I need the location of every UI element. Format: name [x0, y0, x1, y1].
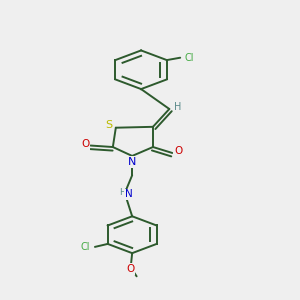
Text: H: H: [119, 188, 126, 197]
Text: O: O: [81, 139, 89, 149]
Text: O: O: [174, 146, 182, 157]
Text: Cl: Cl: [80, 242, 90, 252]
Text: S: S: [106, 120, 113, 130]
Text: Cl: Cl: [184, 53, 194, 63]
Text: N: N: [125, 189, 133, 199]
Text: O: O: [126, 264, 134, 274]
Text: H: H: [174, 103, 181, 112]
Text: N: N: [128, 157, 136, 167]
